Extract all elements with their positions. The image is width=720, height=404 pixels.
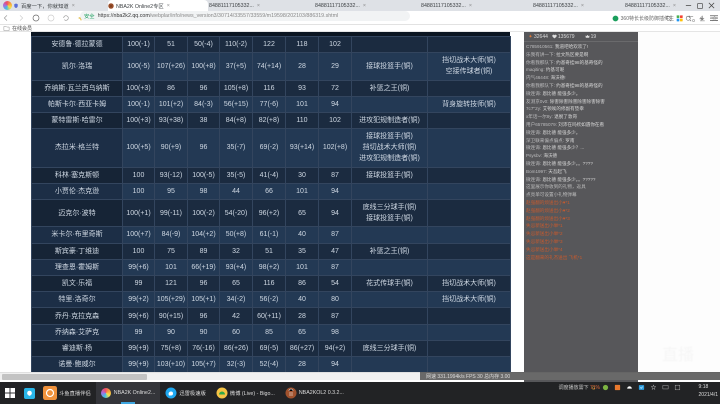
svg-text:G: G (592, 385, 596, 390)
svg-text:直播: 直播 (662, 346, 694, 364)
